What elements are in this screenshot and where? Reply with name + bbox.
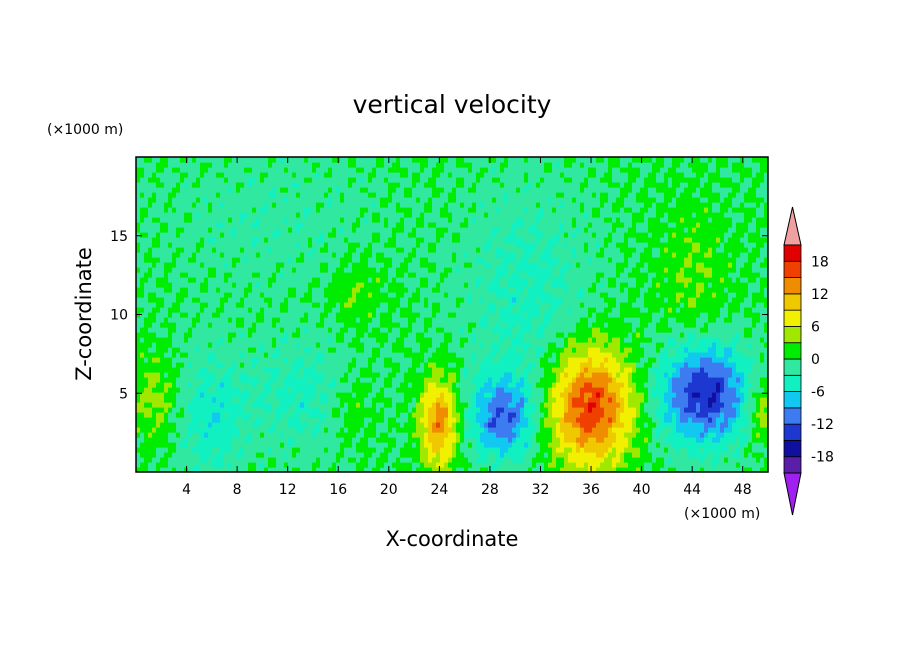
x-tick-label: 48 <box>734 482 752 498</box>
colorbar-band <box>783 309 802 327</box>
colorbar-band <box>783 407 802 425</box>
x-tick-label: 32 <box>532 482 550 498</box>
colorbar-tick-label: 6 <box>811 319 820 335</box>
x-units-label: (×1000 m) <box>684 506 760 522</box>
chart-title: vertical velocity <box>353 90 552 119</box>
colorbar-band <box>783 423 802 441</box>
colorbar-band <box>783 456 802 474</box>
x-tick-label: 16 <box>329 482 347 498</box>
y-axis-ticks: 5 10 15 <box>110 229 768 402</box>
colorbar-band <box>783 293 802 311</box>
colorbar-band <box>783 391 802 409</box>
colorbar-over-triangle <box>783 206 802 246</box>
colorbar-band <box>783 260 802 278</box>
colorbar-under-triangle <box>783 472 802 516</box>
colorbar-band <box>783 277 802 295</box>
y-units-label: (×1000 m) <box>47 122 123 138</box>
y-axis-label: Z-coordinate <box>72 247 96 381</box>
x-axis-label: X-coordinate <box>386 527 519 551</box>
colorbar-band <box>783 440 802 458</box>
colorbar-band <box>783 358 802 376</box>
colorbar-band <box>783 326 802 344</box>
colorbar: -18 -12 -6 0 6 12 18 <box>783 206 834 516</box>
x-tick-label: 36 <box>582 482 600 498</box>
x-tick-label: 8 <box>233 482 242 498</box>
colorbar-tick-label: 0 <box>811 352 820 368</box>
colorbar-band <box>783 374 802 392</box>
x-tick-label: 24 <box>430 482 448 498</box>
x-axis-ticks: 4 8 12 16 20 24 28 32 36 40 44 48 <box>182 157 752 498</box>
colorbar-tick-label: -6 <box>811 385 825 401</box>
x-tick-label: 44 <box>683 482 701 498</box>
x-tick-label: 12 <box>279 482 297 498</box>
x-tick-label: 20 <box>380 482 398 498</box>
x-tick-label: 28 <box>481 482 499 498</box>
y-tick-label: 10 <box>110 308 128 324</box>
colorbar-tick-label: -12 <box>811 417 834 433</box>
colorbar-tick-label: 12 <box>811 287 829 303</box>
y-tick-label: 15 <box>110 229 128 245</box>
colorbar-tick-label: -18 <box>811 450 834 466</box>
colorbar-tick-label: 18 <box>811 254 829 270</box>
x-tick-label: 40 <box>633 482 651 498</box>
x-tick-label: 4 <box>182 482 191 498</box>
y-tick-label: 5 <box>119 386 128 402</box>
contour-field <box>136 157 768 472</box>
colorbar-band <box>783 244 802 262</box>
colorbar-band <box>783 342 802 360</box>
